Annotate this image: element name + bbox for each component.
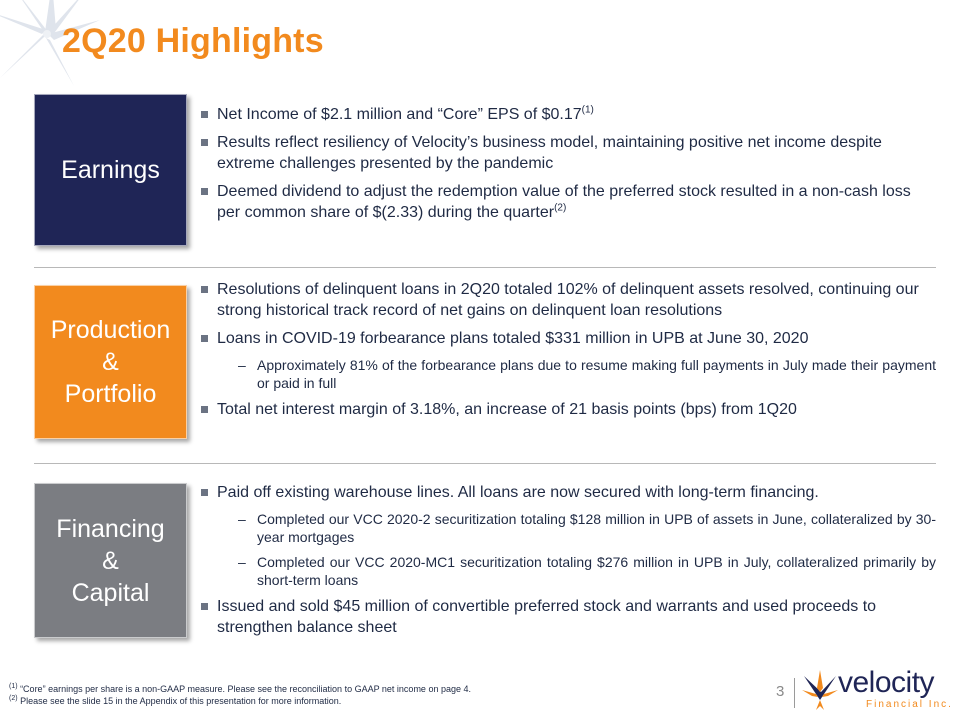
footnote-ref: (2) — [554, 202, 567, 214]
list-item: Loans in COVID-19 forbearance plans tota… — [200, 328, 936, 349]
bullet-text: Loans in COVID-19 forbearance plans tota… — [217, 330, 809, 347]
section-label-line: Capital — [71, 578, 150, 607]
earnings-section-label: Earnings — [34, 94, 187, 246]
bullet-text: Completed our VCC 2020-2 securitization … — [257, 511, 936, 545]
page-title: 2Q20 Highlights — [62, 22, 324, 60]
section-divider — [34, 463, 936, 464]
list-item: Deemed dividend to adjust the redemption… — [200, 181, 936, 223]
sub-list-item: Approximately 81% of the forbearance pla… — [200, 356, 936, 392]
bullet-text: Total net interest margin of 3.18%, an i… — [217, 401, 797, 418]
page-number: 3 — [776, 683, 785, 700]
logo-separator — [794, 678, 795, 708]
section-label-line: & — [102, 348, 119, 376]
section-label-line: Earnings — [61, 156, 160, 184]
production-portfolio-section-label: Production & Portfolio — [34, 285, 187, 439]
list-item: Net Income of $2.1 million and “Core” EP… — [200, 104, 936, 125]
section-label-line: Financing — [56, 514, 165, 543]
velocity-star-logo-icon — [802, 670, 838, 710]
bullet-text: Deemed dividend to adjust the redemption… — [217, 183, 911, 221]
footnote-ref: (1) — [581, 104, 594, 116]
bullet-text: Resolutions of delinquent loans in 2Q20 … — [217, 281, 919, 319]
footnote-1: (1) “Core” earnings per share is a non-G… — [9, 683, 471, 695]
footnote-text: Please see the slide 15 in the Appendix … — [17, 696, 342, 706]
list-item: Issued and sold $45 million of convertib… — [200, 596, 936, 638]
section-label-line: Portfolio — [64, 380, 157, 408]
earnings-bullet-list: Net Income of $2.1 million and “Core” EP… — [200, 104, 936, 230]
list-item: Paid off existing warehouse lines. All l… — [200, 482, 936, 503]
sub-list-item: Completed our VCC 2020-2 securitization … — [200, 510, 936, 546]
bullet-text: Paid off existing warehouse lines. All l… — [217, 484, 819, 501]
production-bullet-list: Resolutions of delinquent loans in 2Q20 … — [200, 279, 936, 427]
section-label-line: Production — [50, 316, 171, 344]
section-label-line: & — [102, 546, 119, 575]
logo-subtitle: Financial Inc. — [866, 699, 953, 710]
sub-list-item: Completed our VCC 2020-MC1 securitizatio… — [200, 553, 936, 589]
bullet-text: Net Income of $2.1 million and “Core” EP… — [217, 106, 582, 123]
footnote-marker: (2) — [9, 695, 18, 702]
list-item: Results reflect resiliency of Velocity’s… — [200, 132, 936, 174]
logo-wordmark: velocity — [838, 666, 935, 699]
bullet-text: Issued and sold $45 million of convertib… — [217, 598, 877, 636]
section-divider — [34, 267, 936, 268]
financing-bullet-list: Paid off existing warehouse lines. All l… — [200, 482, 936, 645]
footnote-text: “Core” earnings per share is a non-GAAP … — [17, 684, 471, 694]
bullet-text: Completed our VCC 2020-MC1 securitizatio… — [257, 554, 936, 588]
financing-capital-section-label: Financing & Capital — [34, 483, 187, 638]
bullet-text: Results reflect resiliency of Velocity’s… — [217, 134, 882, 172]
list-item: Resolutions of delinquent loans in 2Q20 … — [200, 279, 936, 321]
starburst-icon — [0, 0, 100, 86]
bullet-text: Approximately 81% of the forbearance pla… — [257, 357, 936, 391]
footnote-2: (2) Please see the slide 15 in the Appen… — [9, 695, 342, 707]
list-item: Total net interest margin of 3.18%, an i… — [200, 399, 936, 420]
footnote-marker: (1) — [9, 683, 18, 690]
